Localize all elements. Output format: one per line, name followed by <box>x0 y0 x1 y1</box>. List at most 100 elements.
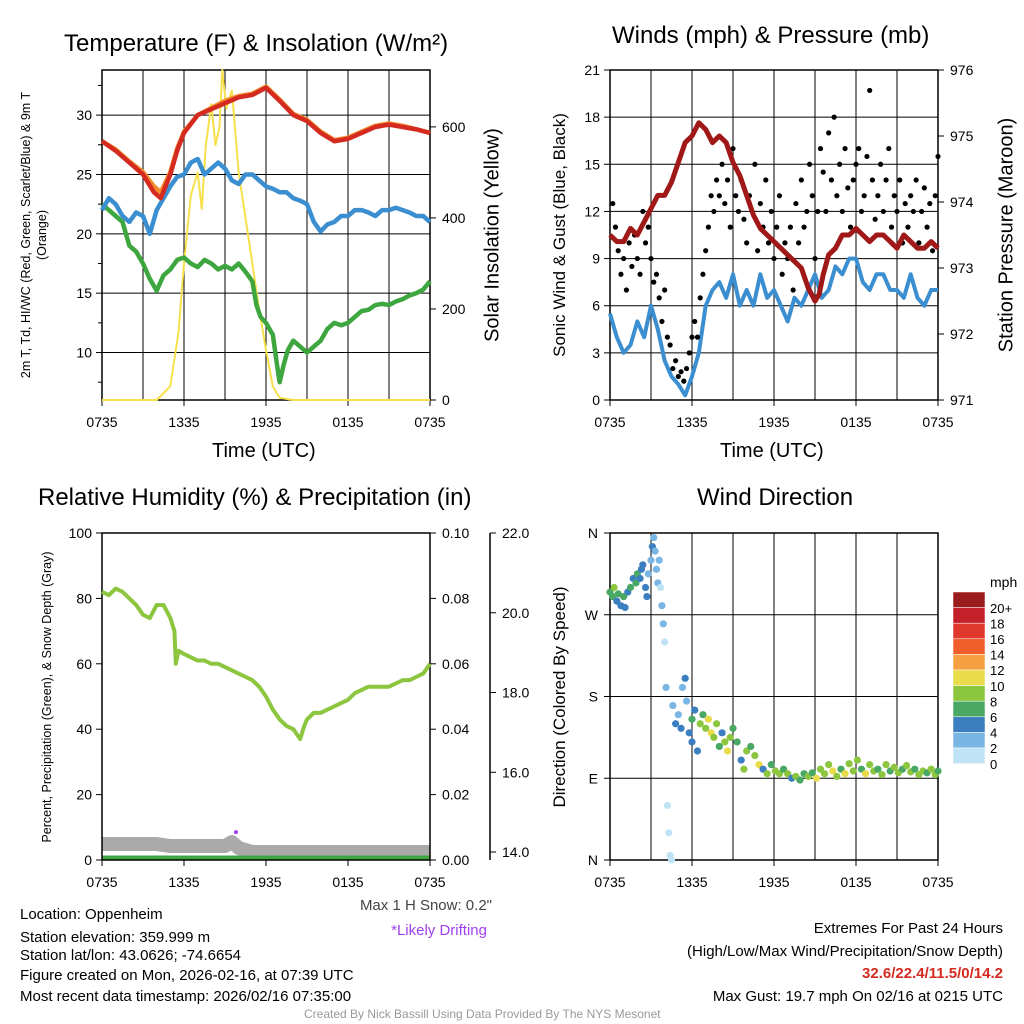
gust-point <box>618 271 624 277</box>
direction-point <box>651 547 659 555</box>
gust-point <box>703 248 709 254</box>
y2-tick-label: 400 <box>442 210 466 226</box>
direction-point <box>688 738 696 746</box>
gust-point <box>831 114 837 120</box>
direction-point <box>678 683 687 692</box>
gust-point <box>856 145 862 152</box>
temp-title-text: Temperature (F) & Insolation (W/m²) <box>64 30 449 57</box>
direction-point <box>751 751 759 760</box>
gust-point <box>894 208 900 215</box>
gust-point <box>826 130 832 136</box>
direction-point <box>866 761 874 769</box>
x-tick-label: 1935 <box>250 874 281 890</box>
wind-ylabel: Sonic Wind & Gust (Blue, Black) <box>550 113 569 357</box>
direction-point <box>667 856 676 864</box>
x-tick-label: 0135 <box>840 874 871 890</box>
gust-point <box>640 208 646 215</box>
direction-point <box>715 742 723 751</box>
y-tick-label: 21 <box>584 62 600 78</box>
direction-ylabel: Direction (Colored By Speed) <box>550 586 569 808</box>
y-tick-label: 20 <box>76 787 92 803</box>
gust-point <box>637 271 643 277</box>
elevation-text: Station elevation: 359.999 m <box>20 929 211 946</box>
gust-point <box>902 200 908 207</box>
y-tick-label: 60 <box>76 656 92 672</box>
gust-point <box>908 193 914 199</box>
direction-point <box>890 763 898 771</box>
y3-tick-label: 20.0 <box>502 605 529 621</box>
colorbar-label: 18 <box>990 616 1004 631</box>
gust-point <box>858 208 865 215</box>
gust-point <box>916 240 922 246</box>
gust-point <box>656 295 662 301</box>
gust-point <box>659 318 665 325</box>
direction-tick-label: N <box>588 525 598 541</box>
gust-point <box>719 161 725 167</box>
y2-tick-label: 600 <box>442 119 466 135</box>
colorbar-swatch <box>952 654 986 671</box>
direction-point <box>808 769 816 777</box>
direction-point <box>820 770 829 778</box>
gust-point <box>796 240 802 246</box>
gust-point <box>755 248 761 254</box>
y-tick-label: 18 <box>584 109 600 125</box>
gust-point <box>634 255 640 262</box>
gust-point <box>921 185 927 191</box>
colorbar-swatch <box>952 685 986 702</box>
y3-tick-label: 22.0 <box>502 525 529 541</box>
direction-point <box>833 772 841 781</box>
direction-point <box>740 765 748 773</box>
gust-point <box>711 208 717 215</box>
x-tick-label: 0735 <box>922 874 953 890</box>
y-tick-label: 0 <box>592 392 600 408</box>
gust-point <box>910 208 917 215</box>
gust-point <box>847 224 854 230</box>
y2-tick-label: 0.08 <box>442 590 469 606</box>
direction-point <box>733 738 741 746</box>
direction-point <box>878 771 886 779</box>
gust-point <box>771 255 777 262</box>
gust-point <box>678 369 684 375</box>
direction-point <box>644 570 652 578</box>
gust-point <box>653 271 660 277</box>
gust-point <box>828 177 835 183</box>
timestamp-text: Most recent data timestamp: 2026/02/16 0… <box>20 988 352 1005</box>
gust-point <box>776 193 783 199</box>
direction-point <box>685 729 693 737</box>
y-tick-label: 40 <box>76 721 92 737</box>
gust-point <box>626 240 632 246</box>
gust-point <box>924 224 930 230</box>
direction-point <box>825 761 833 769</box>
plot-frame <box>101 69 431 401</box>
colorbar-label: 6 <box>990 710 997 725</box>
gust-point <box>867 87 873 94</box>
direction-point <box>674 711 682 719</box>
gust-point <box>790 287 796 293</box>
gust-point <box>681 378 687 384</box>
x-tick-label: 1935 <box>250 414 281 430</box>
gust-point <box>809 193 815 199</box>
colorbar-swatch <box>952 716 986 733</box>
drifting-marker <box>233 830 238 835</box>
x-tick-label: 1935 <box>758 874 789 890</box>
max-gust-text: Max Gust: 19.7 mph On 02/16 at 0215 UTC <box>712 988 1003 1005</box>
gust-point <box>782 240 788 246</box>
gust-point <box>861 193 867 199</box>
direction-point <box>681 674 689 682</box>
gust-point <box>919 208 925 215</box>
gust-point <box>804 208 810 215</box>
gust-point <box>774 224 780 230</box>
y2-tick-label: 0.10 <box>442 525 469 541</box>
gust-point <box>722 200 728 207</box>
direction-point <box>737 756 745 764</box>
rh-ylabel: Percent, Precipitation (Green), & Snow D… <box>40 551 54 843</box>
direction-point <box>614 590 622 598</box>
direction-point <box>841 770 849 778</box>
gust-point <box>670 365 676 372</box>
direction-point <box>669 701 677 710</box>
gust-point <box>913 177 919 183</box>
gust-point <box>929 248 936 254</box>
gust-point <box>697 295 703 301</box>
y2-tick-label: 0.02 <box>442 787 469 803</box>
